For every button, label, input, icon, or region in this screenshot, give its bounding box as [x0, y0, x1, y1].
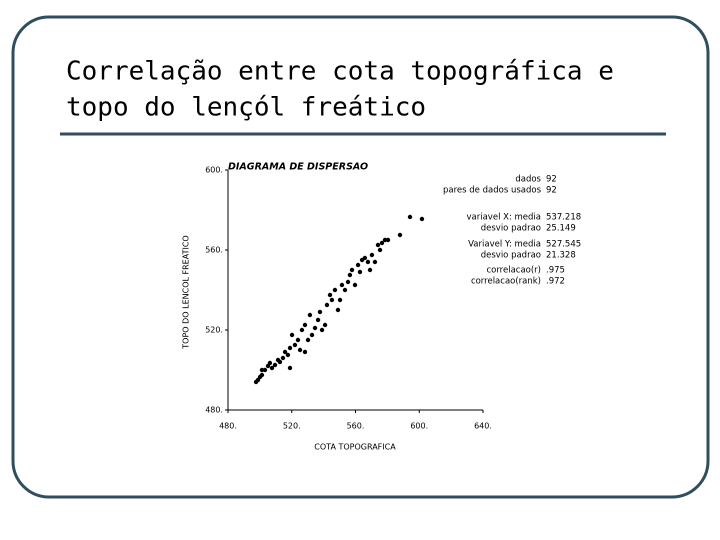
scatter-point: [307, 312, 313, 318]
scatter-point: [319, 327, 325, 333]
y-tick-label: 520.: [205, 326, 223, 335]
x-axis-title: COTA TOPOGRAFICA: [314, 443, 396, 452]
scatter-point: [259, 372, 265, 378]
scatter-point: [324, 302, 330, 308]
stat-value: 537.218: [546, 213, 581, 223]
x-tick-label: 480.: [219, 422, 237, 431]
stat-label: correlacao(rank): [471, 277, 541, 287]
stat-label: Variavel Y: media: [468, 240, 541, 250]
y-tick-label: 480.: [205, 406, 223, 415]
stat-value: 92: [546, 186, 557, 196]
x-tick-label: 520.: [283, 422, 301, 431]
scatter-point: [377, 247, 383, 253]
scatter-point: [355, 262, 361, 268]
scatter-point: [272, 362, 278, 368]
scatter-point: [302, 322, 308, 328]
scatter-point: [292, 342, 298, 348]
scatter-point: [282, 349, 288, 355]
scatter-point: [382, 237, 388, 243]
scatter-point: [335, 307, 341, 313]
scatter-point: [305, 337, 311, 343]
scatter-point: [407, 214, 413, 220]
scatter-point: [322, 322, 328, 328]
scatter-point: [342, 287, 348, 293]
scatter-point: [332, 287, 338, 293]
scatter-point: [317, 309, 323, 315]
scatter-point: [295, 337, 301, 343]
scatter-point: [339, 282, 345, 288]
stat-value: 25.149: [546, 224, 576, 234]
scatter-point: [372, 259, 378, 265]
scatter-point: [397, 232, 403, 238]
chart-title: DIAGRAMA DE DISPERSAO: [228, 162, 368, 173]
scatter-point: [365, 259, 371, 265]
scatter-point: [349, 267, 355, 273]
y-tick-label: 560.: [205, 246, 223, 255]
stat-label: pares de dados usados: [443, 186, 542, 196]
stat-value: 527.545: [546, 240, 581, 250]
stat-value: .975: [546, 266, 565, 276]
x-tick-label: 600.: [410, 422, 428, 431]
scatter-point: [375, 242, 381, 248]
scatter-point: [312, 325, 318, 331]
scatter-point: [262, 367, 268, 373]
scatter-point: [309, 332, 315, 338]
scatter-point: [329, 297, 335, 303]
scatter-point: [269, 365, 275, 371]
slide-title: topo do lençól freático: [66, 93, 426, 123]
y-tick-label: 600.: [205, 166, 223, 175]
x-tick-label: 640.: [474, 422, 492, 431]
scatter-point: [419, 216, 425, 222]
scatter-point: [277, 359, 283, 365]
scatter-point: [337, 297, 343, 303]
stat-label: desvio padrao: [481, 224, 541, 234]
slide-title: Correlação entre cota topográfica e: [66, 57, 614, 87]
scatter-point: [289, 332, 295, 338]
scatter-point: [299, 327, 305, 333]
scatter-point: [369, 252, 375, 258]
scatter-point: [345, 279, 351, 285]
x-tick-label: 560.: [347, 422, 365, 431]
stat-value: 21.328: [546, 251, 576, 261]
stat-label: desvio padrao: [481, 251, 541, 261]
stat-label: variavel X: media: [467, 213, 542, 223]
scatter-point: [357, 269, 363, 275]
stat-label: correlacao(r): [486, 266, 541, 276]
scatter-point: [352, 282, 358, 288]
scatter-point: [327, 292, 333, 298]
scatter-point: [362, 255, 368, 261]
slide-frame: [11, 15, 710, 499]
scatter-point: [379, 240, 385, 246]
y-axis-title: TOPO DO LENCOL FREATICO: [182, 235, 191, 349]
scatter-point: [259, 367, 265, 373]
scatter-point: [385, 237, 391, 243]
scatter-point: [315, 317, 321, 323]
scatter-point: [302, 349, 308, 355]
stat-value: 92: [546, 175, 557, 185]
scatter-point: [297, 347, 303, 353]
scatter-point: [280, 355, 286, 361]
scatter-point: [285, 352, 291, 358]
scatter-point: [287, 345, 293, 351]
scatter-point: [367, 267, 373, 273]
scatter-point: [347, 272, 353, 278]
stat-value: .972: [546, 277, 565, 287]
stat-label: dados: [515, 175, 541, 185]
scatter-point: [287, 365, 293, 371]
scatter-point: [267, 360, 273, 366]
